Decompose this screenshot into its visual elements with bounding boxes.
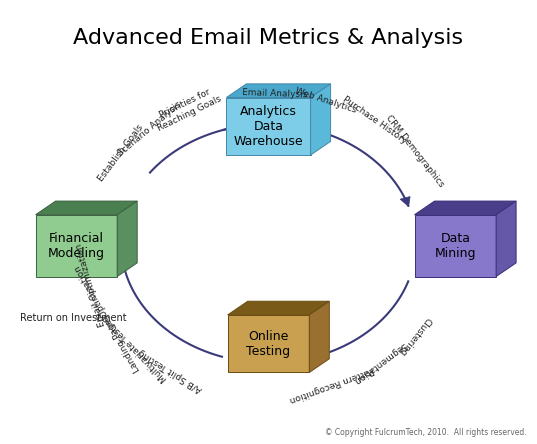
Polygon shape — [263, 359, 275, 367]
Polygon shape — [227, 98, 310, 155]
Text: Email Optimization: Email Optimization — [74, 242, 107, 328]
Polygon shape — [302, 123, 314, 131]
Text: Financial
Modeling: Financial Modeling — [48, 232, 105, 260]
Text: Advanced Email Metrics & Analysis: Advanced Email Metrics & Analysis — [74, 28, 463, 48]
Polygon shape — [228, 315, 309, 373]
Polygon shape — [228, 301, 329, 315]
Polygon shape — [120, 206, 130, 217]
Text: CRM Demographics: CRM Demographics — [383, 113, 445, 189]
Polygon shape — [415, 215, 496, 277]
Polygon shape — [35, 215, 117, 277]
Polygon shape — [400, 197, 410, 206]
Text: Return on Investment: Return on Investment — [20, 313, 127, 323]
Text: Segmentation: Segmentation — [352, 341, 408, 386]
Text: Online
Testing: Online Testing — [246, 329, 291, 358]
Polygon shape — [227, 84, 331, 98]
Polygon shape — [35, 201, 137, 215]
Text: Email Analysis: Email Analysis — [242, 88, 308, 99]
Text: Establish Goals: Establish Goals — [96, 123, 145, 183]
Text: Data
Mining: Data Mining — [434, 232, 476, 260]
Text: © Copyright FulcrumTech, 2010.  All rights reserved.: © Copyright FulcrumTech, 2010. All right… — [325, 428, 526, 437]
Text: A/B Split Testing: A/B Split Testing — [137, 348, 204, 394]
Text: Purchase History: Purchase History — [341, 95, 409, 146]
Polygon shape — [309, 301, 329, 373]
Text: Web Analytics: Web Analytics — [294, 87, 358, 115]
Text: Landing Page Optimization: Landing Page Optimization — [74, 263, 142, 373]
Text: Analytics
Data
Warehouse: Analytics Data Warehouse — [234, 105, 303, 148]
Polygon shape — [496, 201, 516, 277]
Text: Priorities for
Reaching Goals: Priorities for Reaching Goals — [151, 84, 223, 133]
Text: Clustering: Clustering — [397, 315, 432, 357]
Text: Multivariate Testing: Multivariate Testing — [101, 313, 170, 383]
Text: Scenario Analysis: Scenario Analysis — [116, 99, 183, 158]
Polygon shape — [310, 84, 331, 155]
Text: Pattern Recognition: Pattern Recognition — [288, 365, 375, 404]
Polygon shape — [415, 201, 516, 215]
Polygon shape — [117, 201, 137, 277]
